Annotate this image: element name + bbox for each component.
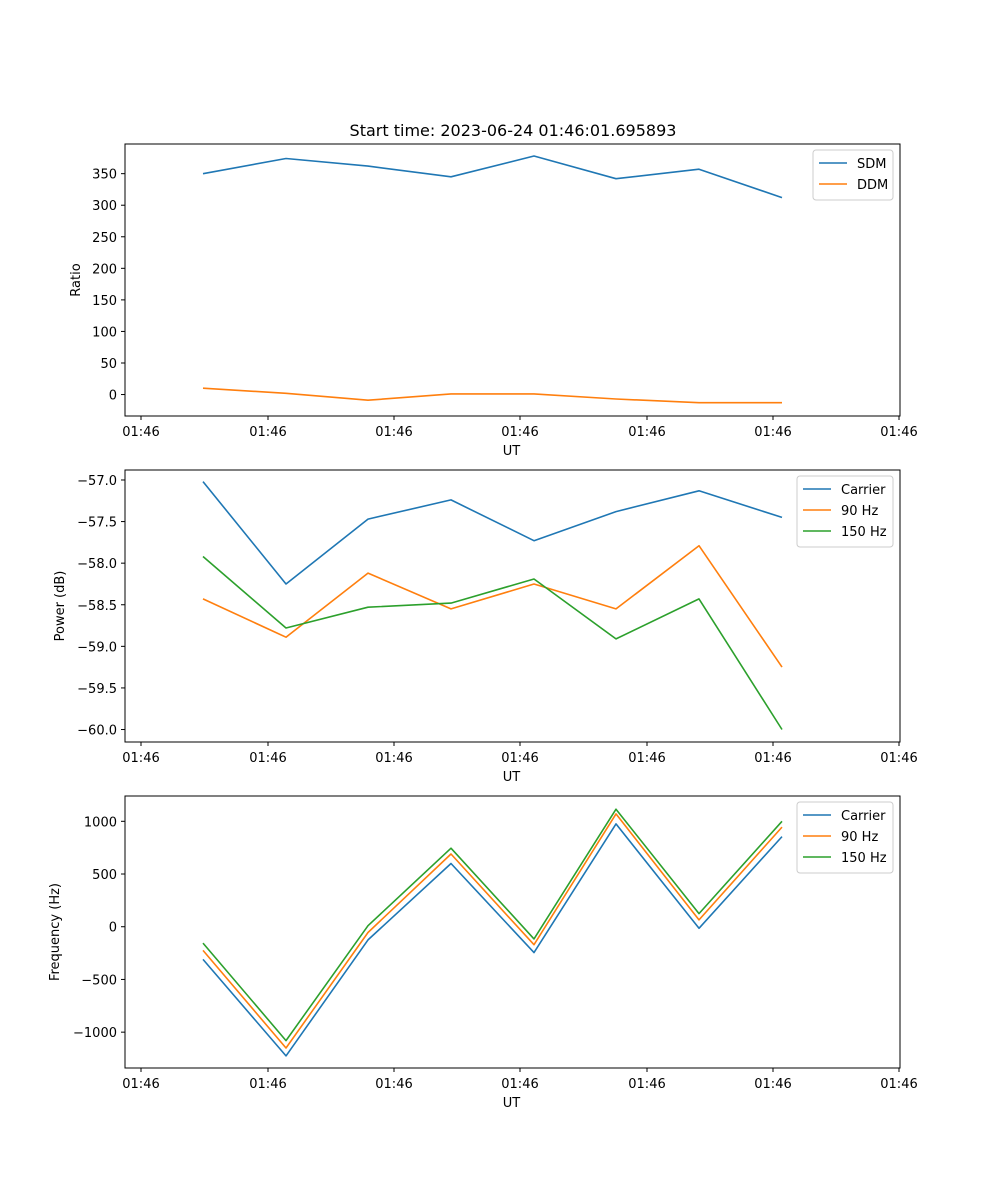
y-tick-label: 0 [109,389,117,404]
legend-box [796,801,894,874]
series-line-carrier [202,823,783,1057]
x-tick-label: 01:46 [754,1077,791,1092]
legend-label: 150 Hz [841,851,887,866]
y-tick-label: −59.5 [77,682,117,697]
y-tick-label: −500 [81,973,117,988]
legend-label: SDM [857,157,886,172]
panels: 01:46 01:46 01:46 01:46 01:46 01:46 01:46 0 50 10… [48,143,918,1111]
y-tick-label: −59.0 [77,640,117,655]
series-line-150-hz [202,555,783,730]
y-tick-label: 150 [92,294,117,309]
series-line-carrier [202,481,783,585]
series-line-150-hz [202,808,783,1042]
x-tick-label: 01:46 [122,425,159,440]
x-tick-label: 01:46 [501,751,538,766]
x-axis-label: UT [503,770,521,785]
x-tick-label: 01:46 [880,425,917,440]
y-axis-label: Power (dB) [53,571,68,642]
x-tick-label: 01:46 [501,425,538,440]
y-tick-label: 0 [109,921,117,936]
x-axis-label: UT [503,444,521,459]
legend: SDM DDM [812,149,894,201]
legend: Carrier 90 Hz 150 Hz [796,475,894,548]
series-line-90-hz [202,813,783,1049]
legend-box [796,475,894,548]
y-tick-label: 1000 [84,815,117,830]
x-tick-label: 01:46 [628,425,665,440]
legend: Carrier 90 Hz 150 Hz [796,801,894,874]
y-tick-label: 350 [92,168,117,183]
legend-label: Carrier [841,483,886,498]
x-tick-label: 01:46 [375,1077,412,1092]
legend-label: 150 Hz [841,525,887,540]
x-tick-label: 01:46 [754,425,791,440]
y-tick-label: −57.0 [77,474,117,489]
y-axis-label: Ratio [69,263,84,296]
y-axis-label: Frequency (Hz) [48,883,63,981]
legend-label: 90 Hz [841,830,878,845]
y-tick-label: −57.5 [77,516,117,531]
x-tick-label: 01:46 [880,751,917,766]
power-panel: 01:46 01:46 01:46 01:46 01:46 01:46 01:46 −60.0… [53,469,918,785]
x-tick-label: 01:46 [122,751,159,766]
x-tick-label: 01:46 [375,425,412,440]
chart-title: Start time: 2023-06-24 01:46:01.695893 [350,121,677,140]
y-tick-label: 200 [92,262,117,277]
x-tick-label: 01:46 [249,1077,286,1092]
ratio-panel: 01:46 01:46 01:46 01:46 01:46 01:46 01:46 0 50 10… [69,143,918,459]
x-tick-label: 01:46 [249,751,286,766]
y-tick-label: 250 [92,231,117,246]
y-tick-label: 50 [100,357,117,372]
x-tick-label: 01:46 [628,751,665,766]
legend-label: Carrier [841,809,886,824]
y-tick-label: −1000 [73,1026,117,1041]
x-tick-label: 01:46 [501,1077,538,1092]
x-tick-label: 01:46 [754,751,791,766]
axes-frame [124,469,901,743]
x-tick-label: 01:46 [249,425,286,440]
y-tick-label: −58.5 [77,599,117,614]
legend-label: DDM [857,178,888,193]
series-line-90-hz [202,544,783,668]
x-tick-label: 01:46 [880,1077,917,1092]
y-tick-label: 500 [92,868,117,883]
x-tick-label: 01:46 [122,1077,159,1092]
series-line-sdm [202,155,783,199]
legend-label: 90 Hz [841,504,878,519]
series-line-ddm [202,387,782,404]
axes-frame [124,143,901,417]
y-tick-label: 300 [92,199,117,214]
y-tick-label: 100 [92,325,117,340]
x-tick-label: 01:46 [628,1077,665,1092]
axes-frame [124,795,901,1069]
x-axis-label: UT [503,1096,521,1111]
frequency-panel: 01:46 01:46 01:46 01:46 01:46 01:46 01:46 −1000… [48,795,918,1111]
x-tick-label: 01:46 [375,751,412,766]
y-tick-label: −58.0 [77,557,117,572]
y-tick-label: −60.0 [77,724,117,739]
